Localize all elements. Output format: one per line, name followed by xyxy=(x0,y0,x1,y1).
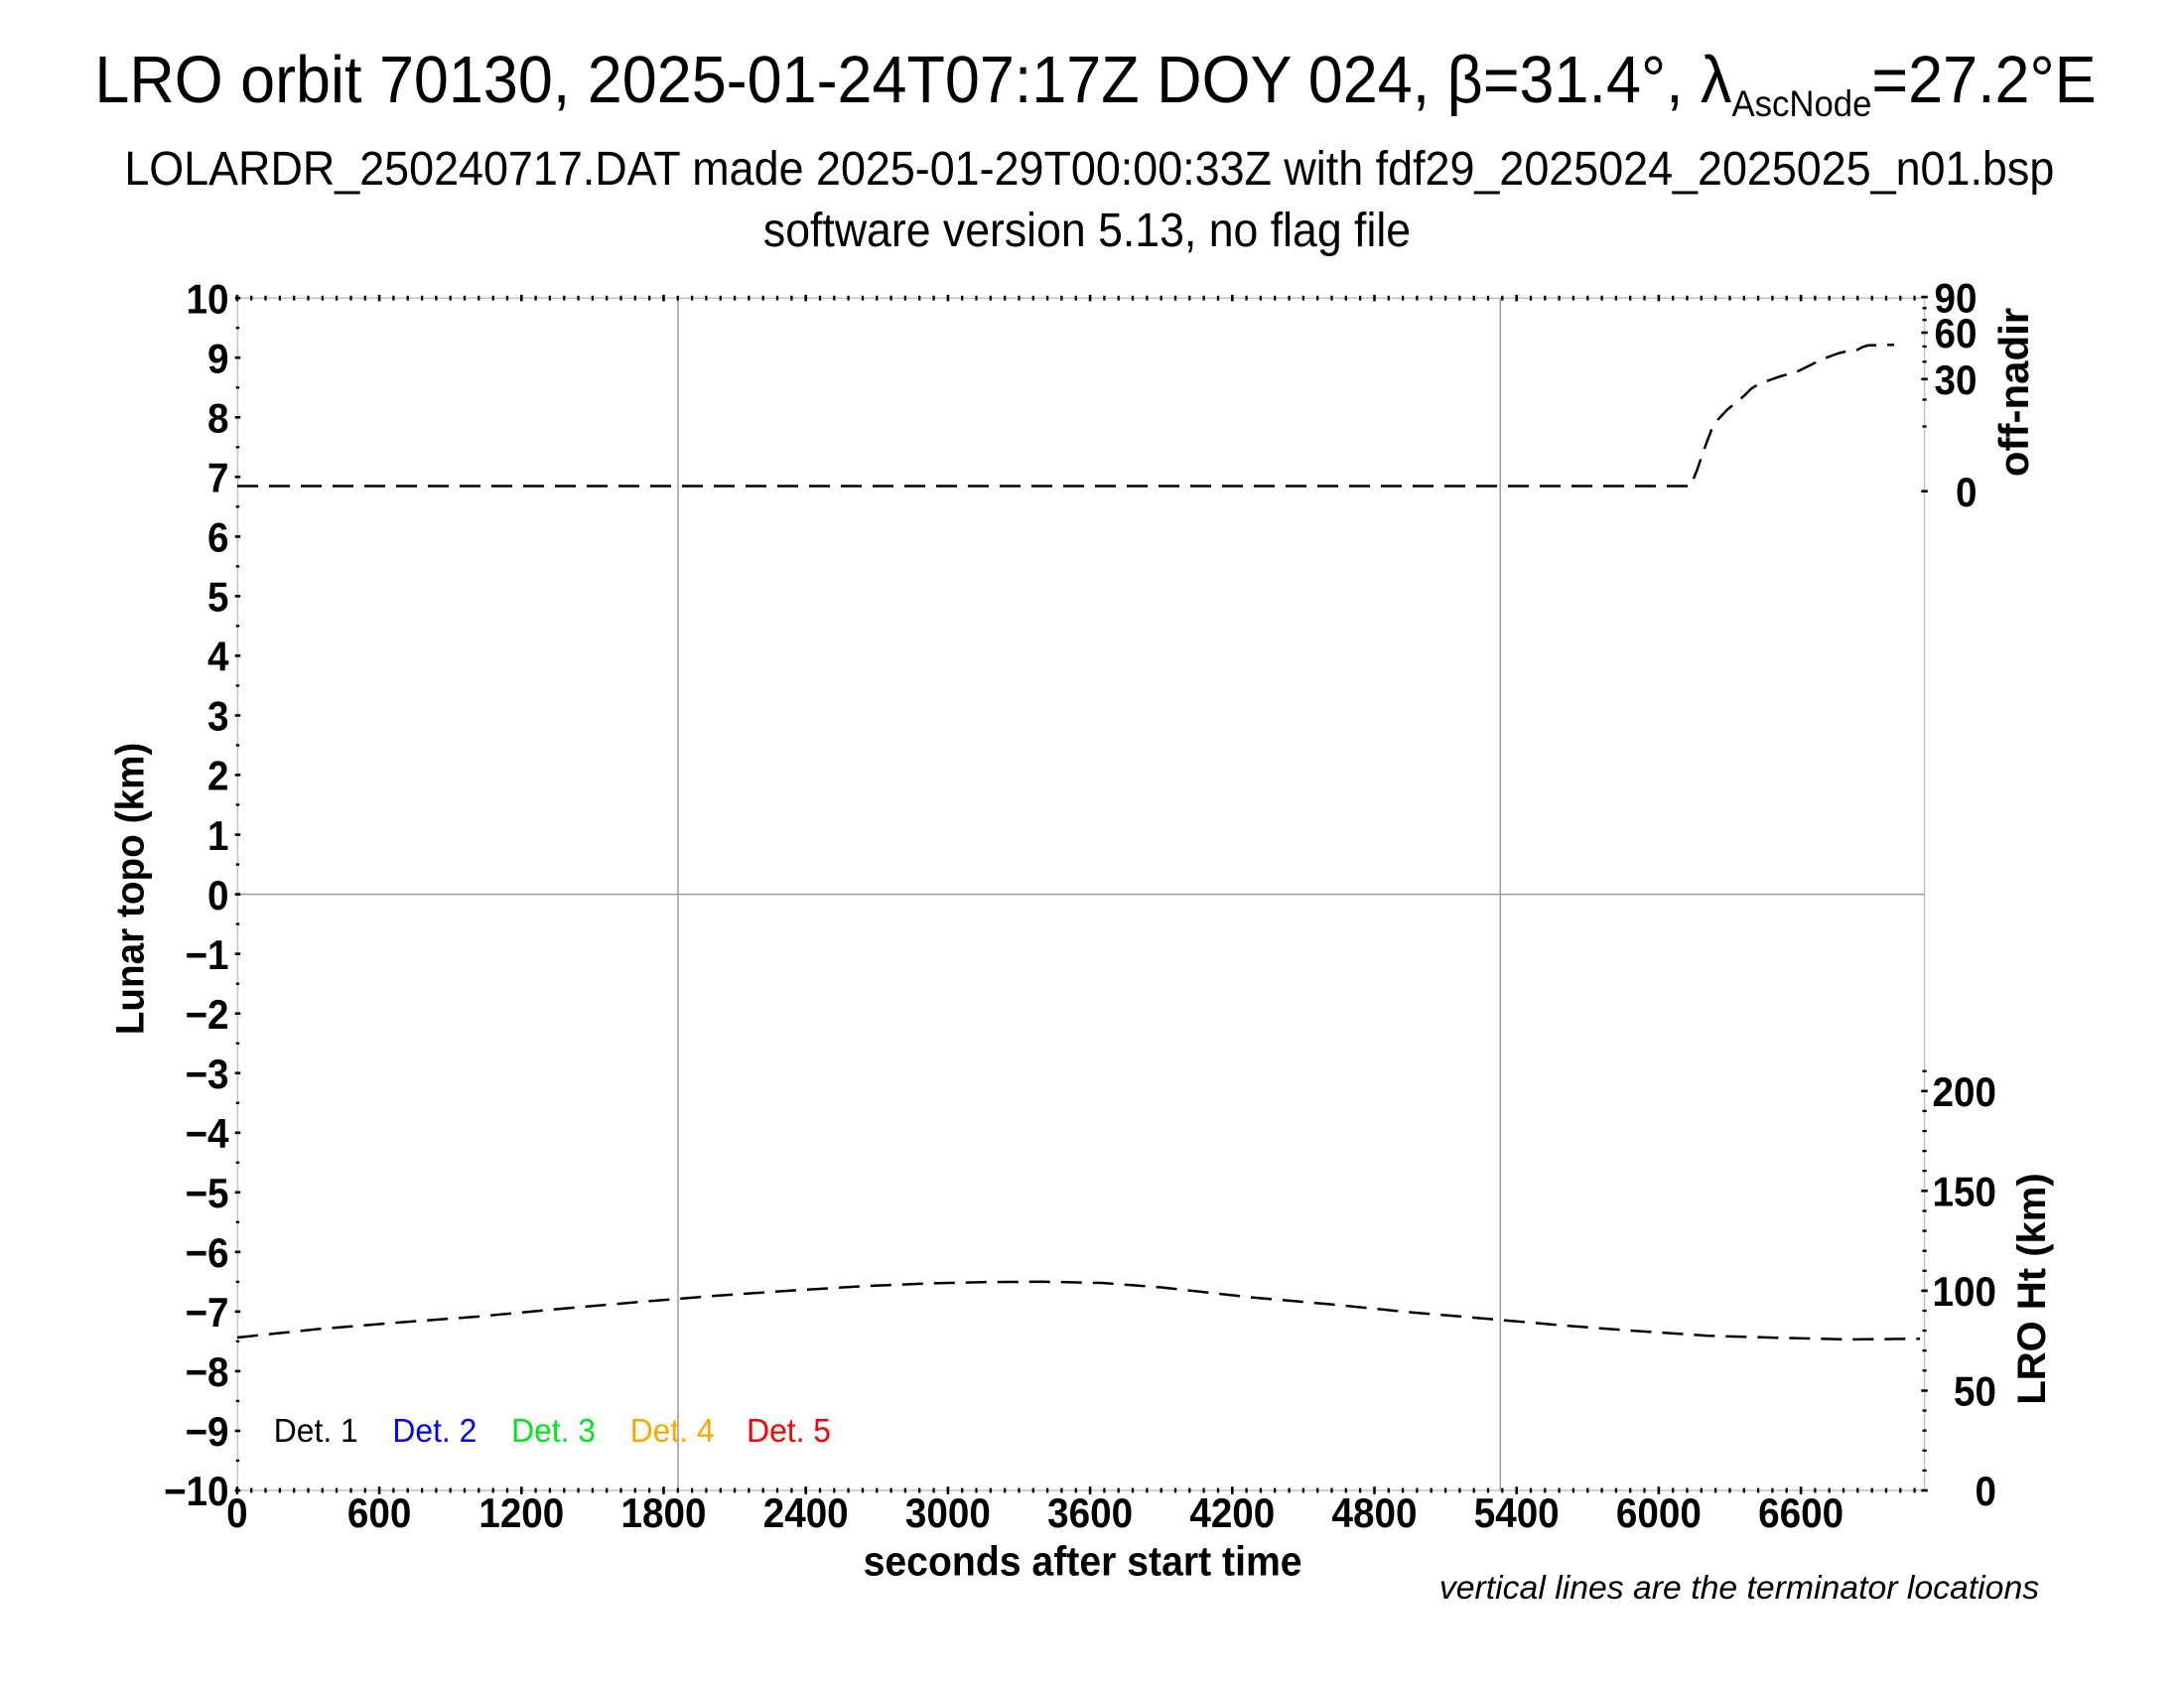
svg-text:Det. 2: Det. 2 xyxy=(392,1412,477,1449)
svg-text:−5: −5 xyxy=(185,1169,228,1216)
svg-text:off-nadir: off-nadir xyxy=(1990,308,2037,477)
svg-text:−9: −9 xyxy=(185,1408,228,1456)
svg-text:10: 10 xyxy=(187,275,229,323)
svg-text:5400: 5400 xyxy=(1474,1488,1560,1536)
svg-text:9: 9 xyxy=(207,335,228,382)
svg-text:−10: −10 xyxy=(164,1468,229,1515)
svg-text:LOLARDR_250240717.DAT made 202: LOLARDR_250240717.DAT made 2025-01-29T00… xyxy=(124,142,2054,196)
svg-text:−1: −1 xyxy=(185,930,228,978)
svg-text:1800: 1800 xyxy=(621,1488,707,1536)
svg-text:0: 0 xyxy=(1956,468,1977,515)
svg-text:LRO Ht (km): LRO Ht (km) xyxy=(2010,1173,2054,1404)
svg-text:3600: 3600 xyxy=(1047,1488,1133,1536)
svg-text:3: 3 xyxy=(207,692,228,740)
svg-text:150: 150 xyxy=(1933,1168,1996,1215)
svg-text:3000: 3000 xyxy=(905,1488,991,1536)
svg-text:0: 0 xyxy=(226,1488,247,1536)
svg-text:8: 8 xyxy=(207,394,228,442)
svg-text:seconds after start time: seconds after start time xyxy=(864,1537,1302,1585)
svg-text:4200: 4200 xyxy=(1189,1488,1275,1536)
svg-text:100: 100 xyxy=(1933,1268,1996,1316)
svg-text:7: 7 xyxy=(207,454,228,501)
svg-text:6: 6 xyxy=(207,513,228,561)
svg-text:90: 90 xyxy=(1935,274,1978,322)
svg-text:200: 200 xyxy=(1933,1067,1996,1115)
svg-text:1: 1 xyxy=(207,811,228,859)
svg-text:600: 600 xyxy=(347,1488,411,1536)
svg-text:−3: −3 xyxy=(185,1050,228,1097)
svg-text:30: 30 xyxy=(1935,355,1978,403)
svg-text:0: 0 xyxy=(207,871,228,918)
svg-text:0: 0 xyxy=(1976,1468,1996,1515)
svg-text:Det. 4: Det. 4 xyxy=(630,1412,715,1449)
svg-text:6600: 6600 xyxy=(1758,1488,1843,1536)
svg-text:−4: −4 xyxy=(185,1109,229,1157)
svg-text:−7: −7 xyxy=(185,1289,228,1337)
svg-text:Lunar topo (km): Lunar topo (km) xyxy=(108,743,153,1036)
svg-text:60: 60 xyxy=(1935,310,1978,357)
svg-text:software version 5.13, no flag: software version 5.13, no flag file xyxy=(763,203,1411,256)
svg-text:−2: −2 xyxy=(185,990,228,1038)
svg-text:−6: −6 xyxy=(185,1228,228,1276)
svg-text:6000: 6000 xyxy=(1616,1488,1702,1536)
svg-text:Det. 1: Det. 1 xyxy=(274,1412,358,1449)
svg-text:1200: 1200 xyxy=(478,1488,564,1536)
svg-text:50: 50 xyxy=(1954,1367,1996,1415)
svg-text:5: 5 xyxy=(207,573,228,621)
svg-text:Det. 3: Det. 3 xyxy=(511,1412,596,1449)
svg-text:2400: 2400 xyxy=(763,1488,849,1536)
svg-text:4: 4 xyxy=(207,633,229,680)
svg-text:4800: 4800 xyxy=(1332,1488,1418,1536)
svg-text:vertical lines are the termina: vertical lines are the terminator locati… xyxy=(1439,1570,2039,1607)
svg-text:Det. 5: Det. 5 xyxy=(747,1412,831,1449)
svg-text:2: 2 xyxy=(207,752,228,799)
svg-text:−8: −8 xyxy=(185,1348,228,1396)
